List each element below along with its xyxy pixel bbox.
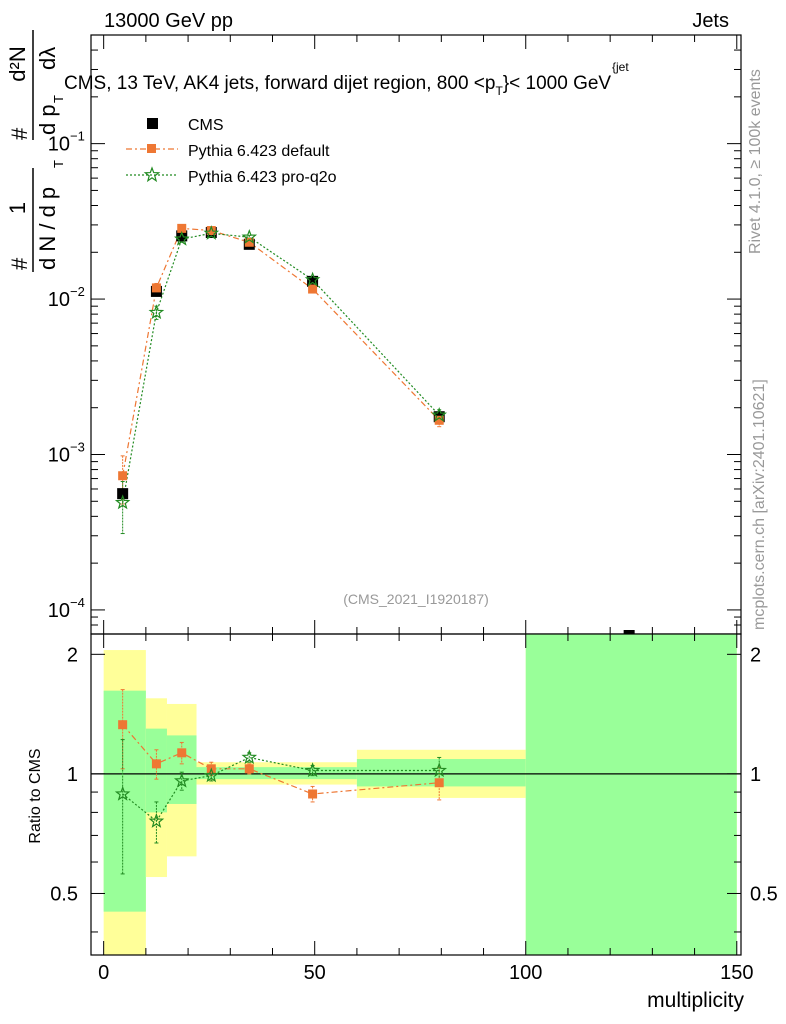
- default-point-4: [244, 237, 254, 247]
- default-point-0: [118, 471, 128, 481]
- ylabel-t: T: [51, 160, 66, 168]
- legend-cms-label: CMS: [188, 117, 224, 134]
- cms-point-overflow: [623, 630, 635, 635]
- y-axis-label: # 1 d N / d p T # d²N d p T dλ: [5, 30, 66, 272]
- main-y-tick-label-1: 10: [48, 289, 70, 311]
- legend-proq2o-marker: [143, 166, 161, 183]
- plot-title-jet: {jet: [612, 60, 629, 74]
- ratio-proq2o-point-0: [114, 785, 131, 801]
- legend: CMS Pythia 6.423 default Pythia 6.423 pr…: [126, 117, 337, 186]
- x-tick-label-100: 100: [509, 962, 542, 984]
- legend-default-label: Pythia 6.423 default: [188, 143, 330, 160]
- proq2o-point-4: [241, 228, 258, 244]
- ylabel-t2: T: [51, 95, 66, 103]
- ylabel-d-pt: d p: [35, 104, 60, 135]
- ylabel-d2n: d²N: [5, 46, 30, 81]
- ratio-y-tick-label-right-2: 2: [750, 644, 761, 666]
- ratio-y-tick-label-left-2: 2: [67, 644, 78, 666]
- proq2o-point-2: [173, 230, 190, 246]
- ratio-ylabel: Ratio to CMS: [27, 748, 44, 843]
- ratio-default-point-0: [118, 720, 128, 730]
- ratio-frame: [90, 633, 742, 956]
- ratio-default-point-6: [434, 778, 444, 788]
- proq2o-point-5: [304, 271, 321, 287]
- ratio-band-green-5: [525, 634, 737, 955]
- ratio-proq2o-point-2: [173, 772, 190, 788]
- main-default-line: [122, 227, 440, 476]
- ylabel-hash2: #: [7, 127, 32, 140]
- ratio-default-point-4: [244, 764, 254, 774]
- ratio-default-point-2: [177, 748, 187, 758]
- ratio-y-tick-label-left-0.5: 0.5: [50, 883, 78, 905]
- ratio-y-tick-label-left-1: 1: [67, 764, 78, 786]
- cms-point-2: [176, 230, 188, 242]
- default-point-2: [177, 223, 187, 233]
- x-tick-label-50: 50: [304, 962, 326, 984]
- main-panel: 10−110−210−310−4: [48, 34, 742, 635]
- legend-cms-marker: [147, 118, 158, 129]
- ratio-proq2o-point-4: [241, 749, 258, 765]
- main-y-tick-exp-3: −4: [70, 595, 85, 610]
- ratio-default-point-1: [151, 759, 161, 769]
- ratio-proq2o-point-6: [431, 762, 448, 778]
- x-tick-label-150: 150: [720, 962, 753, 984]
- mcplots-label: mcplots.cern.ch [arXiv:2401.10621]: [751, 379, 768, 630]
- ratio-proq2o-point-1: [148, 812, 165, 828]
- header-left: 13000 GeV pp: [104, 10, 233, 32]
- main-y-tick-label-3: 10: [48, 600, 70, 622]
- cms-point-5: [307, 275, 319, 287]
- main-y-tick-label-2: 10: [48, 444, 70, 466]
- ratio-panel: 0 50 100 150 0.5 0.5 1 1 2 2: [50, 633, 778, 984]
- ratio-proq2o-point-5: [304, 762, 321, 778]
- ylabel-dlambda: dλ: [35, 47, 60, 70]
- proq2o-point-1: [148, 304, 165, 320]
- main-y-tick-exp-0: −1: [70, 129, 85, 144]
- header-right: Jets: [692, 10, 729, 32]
- plot-title-prefix: CMS, 13 TeV, AK4 jets, forward dijet reg…: [64, 73, 485, 94]
- legend-default-marker: [147, 144, 156, 153]
- plot-title-suffix: }< 1000 GeV: [503, 73, 612, 94]
- default-point-5: [308, 284, 318, 294]
- proq2o-point-6: [431, 406, 448, 422]
- main-y-tick-exp-1: −2: [70, 284, 85, 299]
- ratio-band-green-1: [145, 728, 167, 813]
- main-proq2o-line: [122, 232, 440, 503]
- proq2o-point-0: [114, 494, 131, 510]
- ratio-proq2o-line: [122, 756, 440, 823]
- cms-point-0: [117, 488, 129, 500]
- default-point-3: [206, 226, 216, 236]
- rivet-label: Rivet 4.1.0, ≥ 100k events: [747, 69, 764, 254]
- plot-title: CMS, 13 TeV, AK4 jets, forward dijet reg…: [64, 73, 611, 98]
- default-point-1: [151, 283, 161, 293]
- ylabel-hash: #: [7, 257, 32, 270]
- analysis-id: (CMS_2021_I1920187): [343, 591, 489, 607]
- ratio-y-tick-label-right-1: 1: [750, 764, 761, 786]
- ratio-y-tick-label-right-0.5: 0.5: [750, 883, 778, 905]
- main-y-tick-label-0: 10: [48, 134, 70, 156]
- proq2o-point-3: [203, 225, 220, 240]
- ylabel-one: 1: [5, 202, 30, 214]
- plot-title-p: p: [485, 73, 496, 94]
- ratio-proq2o-point-3: [203, 767, 220, 783]
- ratio-default-point-5: [308, 789, 318, 799]
- legend-proq2o-label: Pythia 6.423 pro-q2o: [188, 169, 337, 186]
- default-point-6: [434, 415, 444, 425]
- x-axis-label: multiplicity: [647, 989, 744, 1012]
- main-y-tick-exp-2: −3: [70, 439, 85, 454]
- x-tick-label-0: 0: [98, 962, 109, 984]
- ylabel-dn-dpt: d N / d p: [35, 187, 60, 270]
- plot-title-t: T: [495, 84, 503, 98]
